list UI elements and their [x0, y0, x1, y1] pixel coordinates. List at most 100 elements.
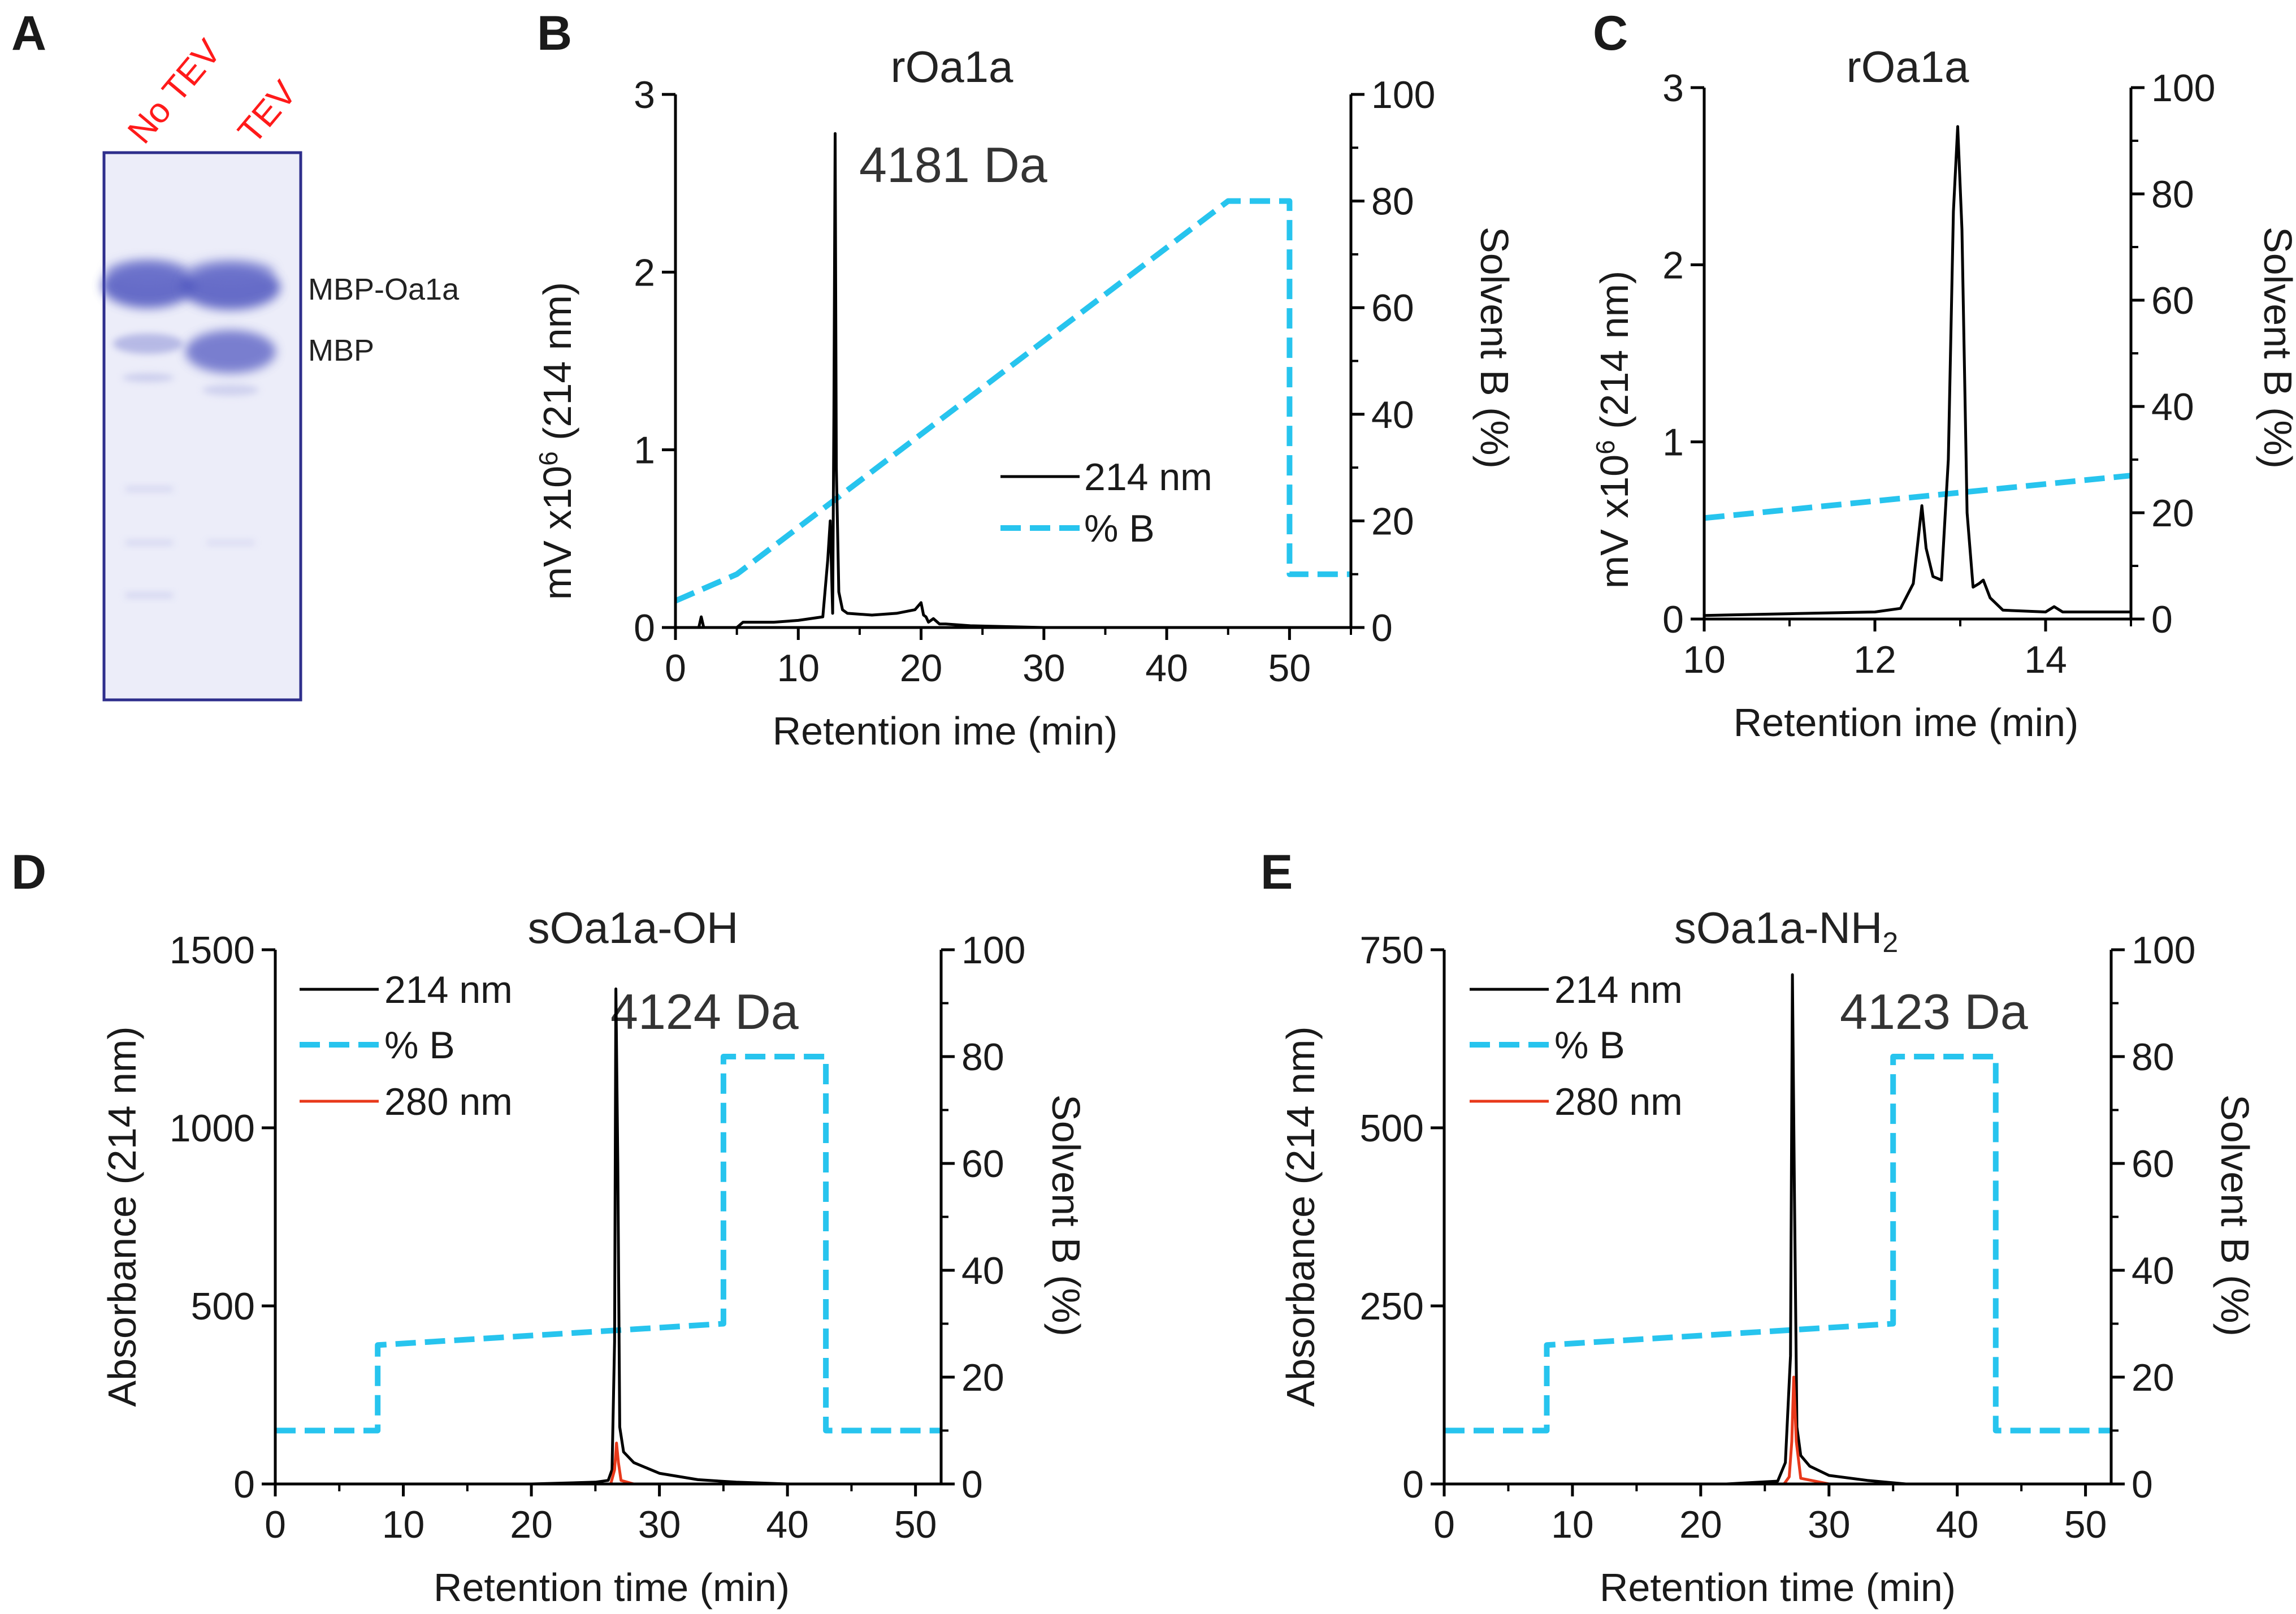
legend-d: 214 nm % B 280 nm — [300, 968, 513, 1123]
y2-tick-label-d: 60 — [961, 1143, 1004, 1185]
y2-tick-label-c: 20 — [2151, 492, 2194, 535]
y-tick-label-d: 0 — [233, 1463, 255, 1506]
panel-label-b: B — [537, 6, 572, 60]
y2-tick-label-c: 40 — [2151, 386, 2194, 429]
mass-annotation-e: 4123 Da — [1840, 984, 2028, 1040]
panel-d: D sOa1a-OH 4124 Da Absorbance (214 nm) S… — [11, 845, 1088, 1609]
panel-label-d: D — [11, 845, 46, 899]
series-line-percent-b-b — [674, 198, 1351, 604]
x-tick-label-e: 30 — [1808, 1503, 1851, 1546]
x-axis-label-b: Retention ime (min) — [773, 709, 1118, 753]
y2-tick-label-c: 100 — [2151, 67, 2215, 110]
y2-tick-label-e: 0 — [2132, 1463, 2153, 1506]
series-line-214nm-b — [675, 132, 1351, 629]
series-line-280nm-e — [1444, 1375, 2111, 1486]
gel-image — [102, 151, 302, 702]
x-tick-label-b: 40 — [1145, 647, 1188, 690]
x-tick-label-d: 0 — [265, 1503, 286, 1546]
y-tick-label-b: 1 — [634, 429, 655, 472]
chart-title-main-e: sOa1a-NH — [1674, 903, 1882, 953]
y-tick-label-b: 0 — [634, 607, 655, 650]
gel-band-mbp-lane2 — [185, 330, 276, 373]
x-tick-label-b: 30 — [1023, 647, 1065, 690]
mass-annotation-b: 4181 Da — [859, 137, 1047, 193]
chart-title-e: sOa1a-NH2 — [1674, 903, 1898, 958]
y-tick-label-b: 2 — [634, 251, 655, 294]
panel-a: A No TEV TEV MBP-Oa1a MBP — [11, 6, 460, 702]
y-label-suffix-b: (214 nm) — [535, 282, 579, 452]
x-tick-label-c: 12 — [1853, 638, 1896, 681]
x-axis-label-e: Retention time (min) — [1600, 1565, 1956, 1609]
mass-annotation-d: 4124 Da — [610, 984, 799, 1040]
x-tick-label-d: 20 — [510, 1503, 553, 1546]
y2-tick-label-c: 0 — [2151, 598, 2173, 641]
y-tick-label-e: 250 — [1360, 1285, 1424, 1328]
y-axis-label-d: Absorbance (214 nm) — [100, 1026, 144, 1407]
y-tick-label-c: 1 — [1662, 421, 1684, 464]
x-tick-label-e: 40 — [1936, 1503, 1979, 1546]
y2-axis-label-b: Solvent B (%) — [1472, 227, 1517, 469]
legend-label-214nm-e: 214 nm — [1554, 968, 1683, 1011]
x-tick-label-e: 20 — [1679, 1503, 1722, 1546]
gel-band-faint-lane1 — [122, 373, 174, 382]
legend-label-214nm-b: 214 nm — [1084, 456, 1212, 499]
y-tick-label-d: 500 — [191, 1285, 255, 1328]
y2-tick-label-b: 80 — [1371, 180, 1414, 223]
y-label-suffix-c: (214 nm) — [1592, 271, 1636, 440]
legend-label-percent-b-b: % B — [1084, 507, 1155, 550]
y2-tick-label-b: 0 — [1371, 607, 1393, 650]
x-tick-label-b: 0 — [665, 647, 686, 690]
x-tick-label-d: 30 — [638, 1503, 681, 1546]
y2-axis-label-e: Solvent B (%) — [2213, 1094, 2257, 1336]
gel-band-low-1 — [125, 486, 173, 492]
band-label-mbp-oa1a: MBP-Oa1a — [308, 272, 460, 306]
x-tick-label-e: 10 — [1551, 1503, 1594, 1546]
panel-label-e: E — [1260, 845, 1293, 899]
x-tick-label-d: 50 — [894, 1503, 937, 1546]
y2-tick-label-e: 40 — [2132, 1249, 2174, 1292]
series-line-214nm-c — [1704, 125, 2131, 617]
panel-label-a: A — [11, 6, 46, 60]
series-line-percent-b-e — [1444, 1054, 2111, 1434]
y2-tick-label-e: 20 — [2132, 1356, 2174, 1399]
chart-title-c: rOa1a — [1847, 42, 1969, 92]
x-axis-label-d: Retention time (min) — [434, 1565, 790, 1609]
panel-e: E sOa1a-NH2 4123 Da Absorbance (214 nm) … — [1260, 845, 2257, 1609]
y-label-prefix-b: mV x10 — [535, 466, 579, 600]
y-tick-label-e: 0 — [1402, 1463, 1424, 1506]
x-tick-label-d: 10 — [382, 1503, 425, 1546]
y2-tick-label-b: 40 — [1371, 393, 1414, 436]
panel-c: C rOa1a mV x106 (214 nm) Solvent B (%) R… — [1591, 6, 2296, 745]
x-tick-label-c: 10 — [1683, 638, 1726, 681]
x-tick-label-b: 50 — [1268, 647, 1311, 690]
x-tick-label-b: 10 — [777, 647, 820, 690]
gel-band-low-4 — [207, 540, 254, 546]
y2-tick-label-c: 60 — [2151, 279, 2194, 322]
legend-label-percent-b-e: % B — [1554, 1024, 1625, 1067]
y-label-sup-b: 6 — [534, 451, 563, 466]
gel-band-low-3 — [125, 592, 173, 598]
legend-label-280nm-d: 280 nm — [384, 1080, 513, 1123]
legend-e: 214 nm % B 280 nm — [1470, 968, 1683, 1123]
gel-frame — [102, 151, 302, 702]
gel-band-faint-lane2 — [202, 384, 259, 396]
chart-title-sub-e: 2 — [1882, 927, 1898, 958]
series-line-214nm-e — [1444, 973, 2111, 1486]
panel-b: B rOa1a 4181 Da mV x106 (214 nm) Solvent… — [534, 6, 1517, 753]
y-axis-label-e: Absorbance (214 nm) — [1279, 1026, 1323, 1407]
chart-title-d: sOa1a-OH — [528, 903, 739, 953]
series-line-percent-b-d — [275, 1054, 941, 1434]
gel-band-low-2 — [125, 540, 173, 546]
series-line-214nm-d — [275, 987, 941, 1486]
legend-label-280nm-e: 280 nm — [1554, 1080, 1683, 1123]
y-tick-label-c: 0 — [1662, 598, 1684, 641]
x-tick-label-c: 14 — [2024, 638, 2067, 681]
series-line-percent-b-c — [1704, 473, 2132, 521]
y2-tick-label-e: 100 — [2132, 929, 2195, 972]
y-tick-label-b: 3 — [634, 73, 655, 116]
y2-tick-label-b: 60 — [1371, 287, 1414, 330]
legend-label-percent-b-d: % B — [384, 1024, 455, 1067]
band-label-mbp: MBP — [308, 334, 374, 367]
y-label-prefix-c: mV x10 — [1592, 455, 1636, 589]
